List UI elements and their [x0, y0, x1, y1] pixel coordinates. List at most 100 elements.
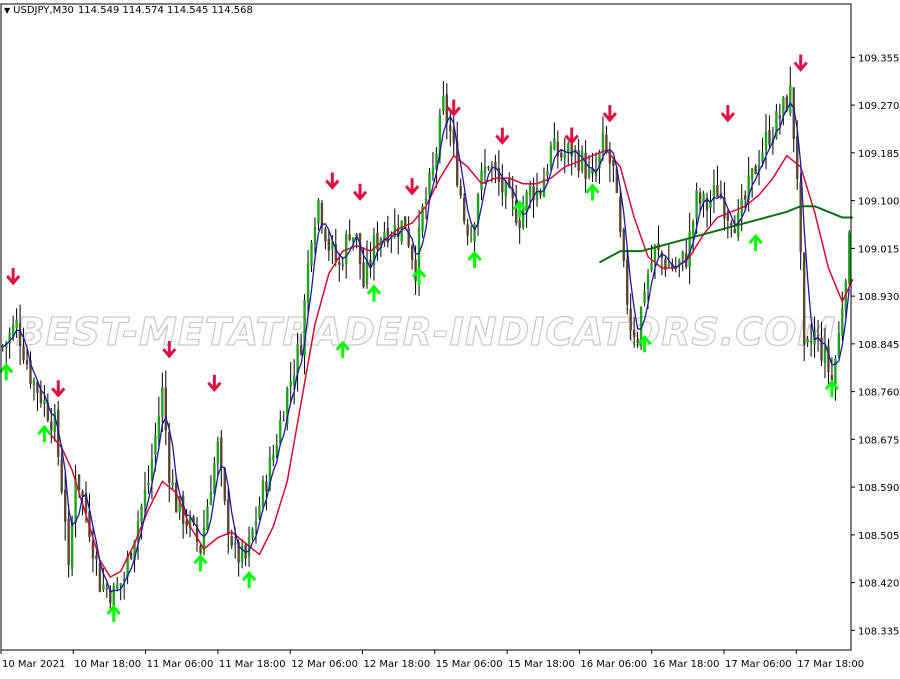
candle-body: [757, 164, 761, 172]
arrow-head: [637, 334, 652, 346]
candle-body: [272, 454, 275, 461]
candle-body: [140, 505, 143, 522]
buy-arrow-icon: [0, 363, 14, 381]
candle-body: [608, 151, 612, 164]
candle-body: [442, 95, 445, 111]
candle: [723, 182, 726, 231]
candle: [112, 582, 115, 607]
y-tick-label: 109.355: [858, 53, 899, 64]
x-tick-label: 12 Mar 06:00: [291, 659, 358, 670]
candle-body: [508, 177, 511, 188]
candle-body: [601, 132, 605, 153]
candle: [521, 195, 525, 230]
candle: [181, 490, 185, 539]
candle: [456, 121, 459, 188]
candle-body: [185, 520, 188, 527]
candle-body: [29, 360, 32, 385]
buy-arrow-icon: [748, 233, 763, 252]
x-tick-label: 16 Mar 06:00: [580, 659, 647, 670]
arrow-head: [602, 112, 618, 123]
candle-body: [39, 389, 43, 404]
candle-body: [688, 231, 691, 268]
candle-body: [161, 387, 164, 417]
candle: [761, 137, 764, 167]
candle: [431, 151, 435, 181]
candle: [511, 176, 514, 217]
sell-arrow-icon: [564, 127, 579, 145]
candle: [726, 209, 730, 239]
candle-body: [678, 260, 681, 265]
candle-body: [591, 168, 594, 174]
arrow-head: [564, 134, 579, 145]
candle-body: [188, 517, 192, 529]
arrow-head: [404, 185, 420, 196]
candle: [306, 250, 310, 317]
buy-arrow-icon: [241, 570, 257, 589]
candle-body: [809, 340, 813, 343]
candle-body: [286, 388, 289, 425]
candle-body: [525, 192, 528, 212]
candle: [91, 525, 95, 573]
candle-body: [168, 431, 171, 483]
candle-body: [77, 474, 81, 491]
candle-body: [799, 182, 802, 253]
candle-body: [462, 197, 466, 222]
candle-body: [282, 420, 285, 422]
candle-body: [626, 259, 629, 305]
candle: [161, 372, 164, 433]
candle-body: [490, 164, 494, 168]
candle-body: [338, 262, 341, 265]
candle-body: [473, 223, 476, 242]
candle-body: [129, 552, 133, 559]
candle-body: [639, 306, 643, 346]
candle-body: [122, 578, 126, 582]
candle: [820, 321, 823, 366]
candle-body: [22, 346, 25, 361]
candle-body: [539, 191, 542, 196]
candle-body: [553, 138, 556, 150]
dropdown-triangle-icon[interactable]: ▼: [4, 6, 11, 15]
candle-body: [383, 232, 386, 243]
candle-body: [220, 437, 223, 468]
candle-body: [421, 206, 424, 232]
candle: [143, 471, 147, 520]
candle: [240, 538, 244, 569]
candle: [608, 141, 612, 183]
long-moving-average-line: [598, 205, 853, 264]
candle-body: [216, 441, 220, 464]
candle: [421, 203, 424, 238]
arrow-head: [6, 275, 21, 286]
candle: [841, 291, 844, 341]
sell-arrow-icon: [6, 268, 21, 286]
candle-body: [452, 129, 455, 144]
candle: [743, 190, 747, 212]
candle-body: [36, 381, 39, 393]
candle: [8, 327, 11, 359]
candle-body: [570, 139, 573, 157]
candle: [53, 403, 56, 442]
candle-body: [782, 97, 785, 117]
candle: [74, 464, 77, 538]
sell-arrow-icon: [352, 183, 368, 202]
candle: [462, 193, 466, 225]
slow-moving-average-line: [47, 149, 854, 578]
candle-body: [754, 166, 757, 175]
candle: [681, 250, 684, 272]
candle: [317, 198, 320, 231]
arrow-head: [748, 233, 763, 245]
candle-body: [251, 528, 254, 538]
candle-body: [789, 84, 792, 114]
candle-body: [341, 264, 344, 266]
candle: [622, 227, 625, 268]
candle-body: [240, 545, 244, 562]
candle: [109, 585, 112, 610]
sell-arrow-icon: [404, 178, 420, 196]
candle: [678, 258, 681, 278]
candle-body: [785, 96, 789, 112]
candle: [216, 436, 220, 477]
ohlc-values: 114.549 114.574 114.545 114.568: [77, 5, 253, 16]
candle: [605, 125, 608, 154]
candle: [709, 189, 712, 227]
candle-body: [761, 152, 764, 162]
